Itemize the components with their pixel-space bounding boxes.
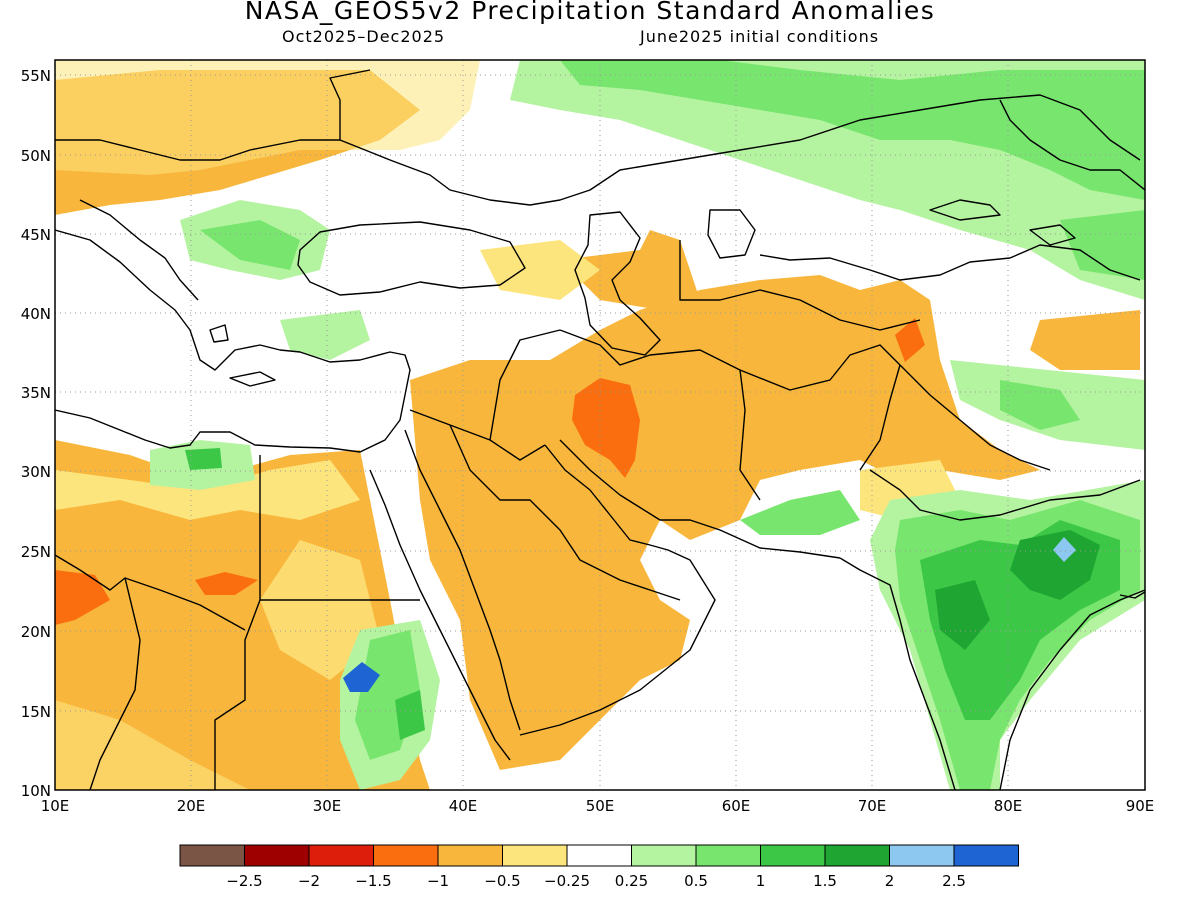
legend-label: 0.25 [615,872,648,890]
legend-swatch [308,844,374,867]
lon-label-30e: 30E [313,797,342,815]
lat-label-45n: 45N [21,226,51,244]
legend-label: −0.5 [484,872,520,890]
map-title: NASA_GEOS5v2 Precipitation Standard Anom… [244,0,936,25]
map-frame [54,59,1146,791]
legend-swatch [502,844,568,867]
legend-swatch [760,844,826,867]
legend-swatch [566,844,632,867]
anomaly-field [55,60,1145,790]
lon-label-10e: 10E [41,797,70,815]
longitude-labels: 10E 20E 30E 40E 50E 60E 70E 80E 90E [41,797,1155,815]
legend-label: −1.5 [355,872,391,890]
lon-label-50e: 50E [586,797,615,815]
lat-label-55n: 55N [21,67,51,85]
lon-label-20e: 20E [177,797,206,815]
legend-label: −0.25 [544,872,590,890]
legend-label: −2 [298,872,320,890]
color-legend: −2.5 −2 −1.5 −1 −0.5 −0.25 0.25 0.5 1 1.5 2 2.5 [179,844,1019,890]
legend-swatch [695,844,761,867]
lon-label-80e: 80E [994,797,1023,815]
lat-label-20n: 20N [21,623,51,641]
legend-swatch [244,844,310,867]
legend-label: −1 [427,872,449,890]
legend-label: −2.5 [226,872,262,890]
legend-label: 1.5 [813,872,837,890]
legend-label: 2.5 [942,872,966,890]
graticule [55,60,1145,790]
lat-label-50n: 50N [21,147,51,165]
lat-label-40n: 40N [21,305,51,323]
legend-swatch [953,844,1019,867]
latitude-labels: 55N 50N 45N 40N 35N 30N 25N 20N 15N 10N [21,67,51,800]
legend-swatch [631,844,697,867]
legend-swatch [179,844,245,867]
lon-label-90e: 90E [1126,797,1155,815]
lon-label-40e: 40E [449,797,478,815]
legend-label: 0.5 [684,872,708,890]
lat-label-25n: 25N [21,543,51,561]
legend-label: 1 [756,872,766,890]
lat-label-15n: 15N [21,703,51,721]
legend-swatch [889,844,955,867]
forecast-period: Oct2025–Dec2025 [282,27,446,46]
initial-conditions: June2025 initial conditions [640,27,880,46]
lon-label-60e: 60E [722,797,751,815]
lat-label-10n: 10N [21,782,51,800]
lat-label-35n: 35N [21,384,51,402]
legend-label: 2 [885,872,895,890]
lat-label-30n: 30N [21,463,51,481]
lon-label-70e: 70E [858,797,887,815]
legend-swatch [373,844,439,867]
legend-swatch [824,844,890,867]
coastlines-borders [55,69,1145,790]
legend-swatch [437,844,503,867]
